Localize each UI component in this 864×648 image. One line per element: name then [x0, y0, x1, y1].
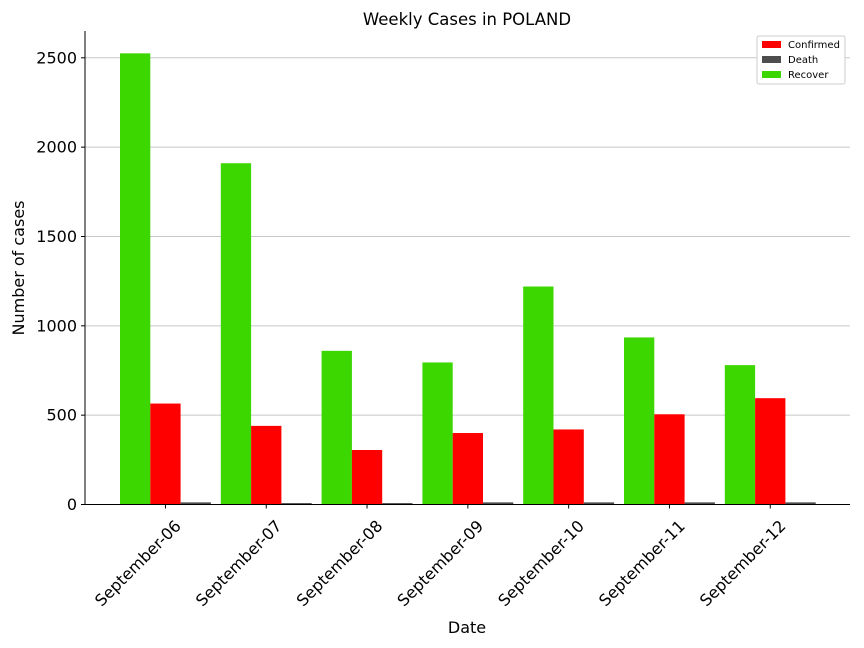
y-tick-label: 1000 [36, 316, 77, 335]
bar-confirmed [251, 425, 282, 505]
legend-label-death: Death [788, 55, 818, 66]
bar-confirmed [755, 398, 786, 505]
legend-label-confirmed: Confirmed [788, 40, 840, 51]
bar-death [684, 502, 715, 505]
y-axis-title: Number of cases [9, 201, 28, 336]
y-tick-label: 2000 [36, 138, 77, 157]
bar-confirmed [553, 429, 584, 505]
legend-swatch-confirmed [762, 41, 781, 48]
y-tick-label: 0 [67, 495, 77, 514]
x-tick-label: September-11 [595, 516, 689, 610]
legend: Confirmed Death Recover [756, 35, 846, 85]
bar-recover [724, 365, 756, 505]
legend-label-recover: Recover [788, 70, 829, 81]
y-tick-label: 2500 [36, 48, 77, 67]
y-tick-label: 500 [46, 406, 77, 425]
bar-recover [120, 53, 151, 505]
bar-death [382, 503, 413, 505]
legend-swatch-recover [762, 71, 781, 78]
bar-recover [624, 337, 655, 505]
bar-death [785, 502, 816, 505]
bar-confirmed [654, 414, 685, 505]
bar-recover [523, 286, 554, 505]
bar-death [483, 502, 514, 505]
legend-swatch-death [762, 56, 781, 63]
bar-confirmed [150, 403, 181, 505]
bar-recover [422, 362, 453, 505]
chart-title: Weekly Cases in POLAND [363, 10, 571, 29]
bar-death [180, 502, 211, 505]
x-tick-label: September-12 [696, 516, 790, 610]
bars [120, 53, 816, 505]
y-tick-label: 1500 [36, 227, 77, 246]
x-tick-label: September-08 [293, 516, 387, 610]
x-tick-label: September-10 [494, 516, 588, 610]
x-tick-label: September-09 [393, 516, 487, 610]
bar-recover [321, 350, 352, 505]
x-ticks: September-06 September-07 September-08 Sept… [91, 504, 790, 610]
bar-confirmed [452, 433, 483, 505]
gridlines [85, 57, 850, 416]
x-tick-label: September-06 [91, 516, 185, 610]
bar-death [281, 503, 312, 505]
bar-recover [220, 163, 252, 505]
x-tick-label: September-07 [192, 516, 286, 610]
y-ticks: 0 500 1000 1500 2000 2500 [36, 48, 85, 514]
bar-confirmed [351, 450, 383, 505]
x-axis-title: Date [448, 618, 486, 637]
bar-death [583, 502, 615, 505]
